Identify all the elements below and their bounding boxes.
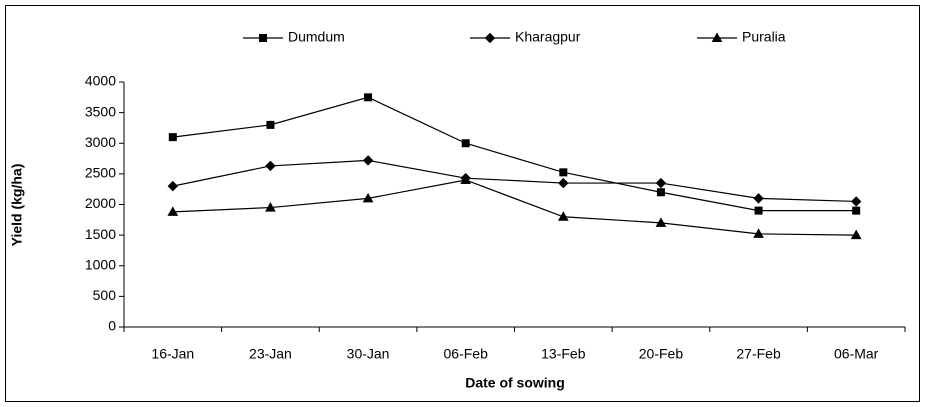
y-tick-label: 1500 [85,226,116,242]
data-point [461,139,470,148]
data-point [364,93,373,102]
legend-label: Kharagpur [515,29,581,45]
legend-label: Dumdum [288,29,345,45]
x-tick-label: 20-Feb [639,346,684,362]
y-tick-label: 0 [108,318,116,334]
x-axis-title: Date of sowing [465,375,565,391]
data-point [559,168,568,177]
y-tick-label: 3000 [85,134,116,150]
data-point [754,206,763,215]
data-point [558,177,569,189]
y-tick-label: 3500 [85,103,116,119]
data-point [557,211,569,221]
data-point [850,229,862,240]
data-point [362,192,374,203]
data-point [362,155,374,166]
legend-marker [484,32,496,44]
data-point [655,217,667,227]
y-tick-label: 500 [93,287,117,303]
data-point [167,206,179,216]
y-tick-label: 2000 [85,195,116,211]
data-point [655,177,667,189]
y-tick-label: 2500 [85,165,116,181]
data-point [850,196,862,207]
chart-frame [5,5,920,402]
series-line [172,159,857,203]
y-tick-label: 1000 [85,256,116,272]
x-tick-label: 27-Feb [736,346,781,362]
data-point [265,160,276,172]
data-point [265,202,276,212]
legend-marker [711,32,723,42]
x-tick-label: 30-Jan [347,346,390,362]
x-tick-label: 13-Feb [541,346,586,362]
data-point [656,188,665,197]
legend-label: Puralia [742,29,786,45]
x-tick-label: 06-Feb [444,346,489,362]
data-point [266,120,275,129]
data-point [753,193,764,204]
y-tick-label: 4000 [85,73,116,89]
legend-marker [259,34,267,42]
data-point [753,228,764,238]
data-point [460,174,472,184]
data-point [168,133,177,142]
data-point [852,206,861,215]
series-line [172,96,857,212]
x-tick-label: 23-Jan [249,346,292,362]
x-tick-label: 16-Jan [151,346,194,362]
data-point [167,180,179,192]
series-line [172,179,857,236]
y-axis-title: Yield (kg/ha) [9,164,25,247]
x-tick-label: 06-Mar [834,346,879,362]
